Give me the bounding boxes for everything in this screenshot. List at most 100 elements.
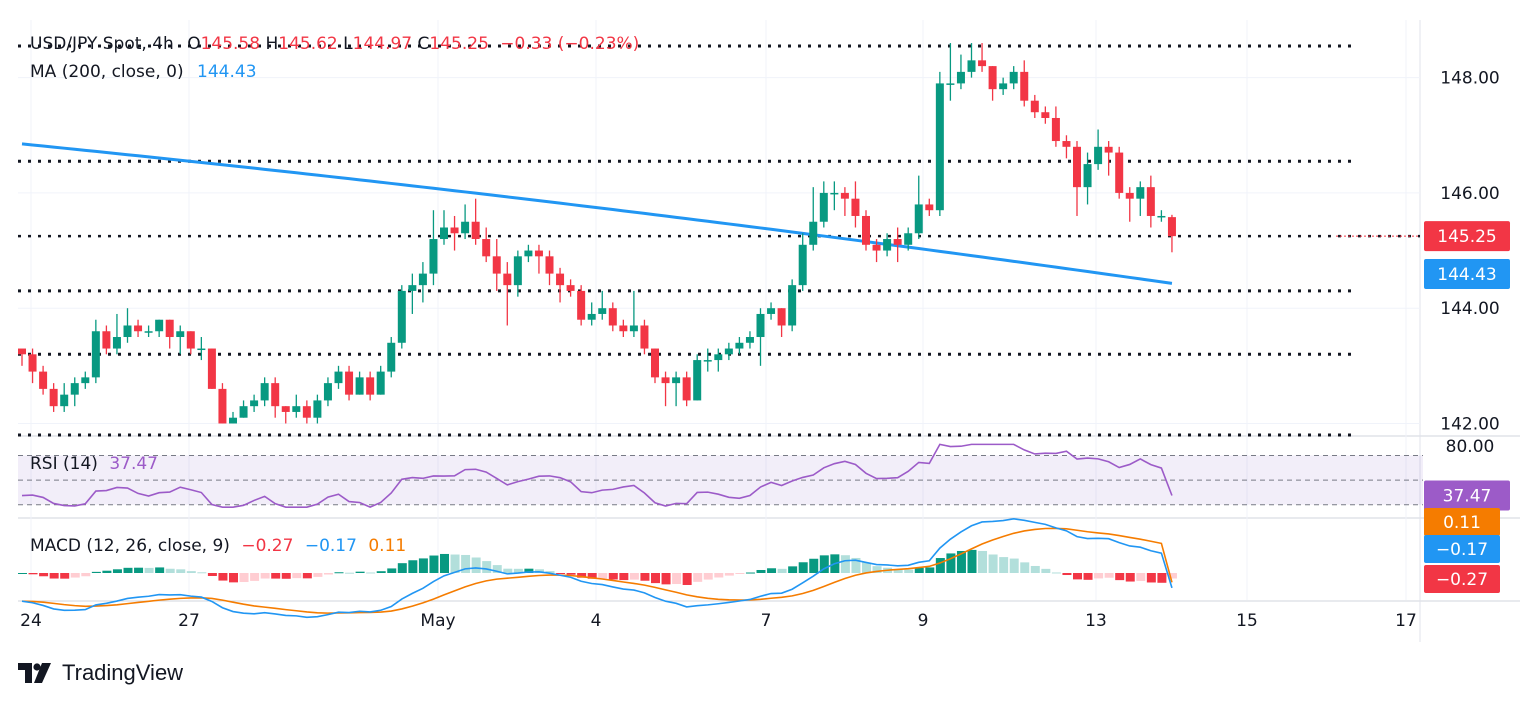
candle bbox=[376, 365, 385, 395]
macd-histogram-bar bbox=[355, 571, 365, 573]
macd-histogram-bar bbox=[1030, 565, 1040, 573]
ma-price-badge: 144.43 bbox=[1437, 265, 1496, 285]
candle bbox=[1146, 175, 1155, 228]
candle-body bbox=[218, 388, 227, 424]
macd-histogram-bar bbox=[862, 562, 871, 573]
macd-histogram-bar bbox=[745, 572, 755, 574]
candle bbox=[661, 371, 670, 407]
candle bbox=[925, 198, 934, 216]
candle bbox=[49, 383, 58, 412]
macd-histogram-bar bbox=[229, 573, 238, 583]
macd-histogram-bar bbox=[461, 554, 471, 573]
macd-histogram-bar bbox=[967, 549, 977, 573]
macd-histogram-bar bbox=[598, 573, 608, 579]
candle bbox=[577, 285, 586, 326]
x-tick-label: 4 bbox=[591, 611, 602, 631]
macd-histogram-bar bbox=[376, 571, 386, 573]
macd-histogram-bar bbox=[661, 573, 671, 585]
candle bbox=[302, 400, 311, 424]
candle-body bbox=[334, 371, 343, 384]
macd-label: MACD (12, 26, close, 9) bbox=[30, 536, 230, 556]
macd-histogram-bar bbox=[207, 573, 217, 577]
candle-body bbox=[313, 400, 322, 418]
candle bbox=[250, 394, 259, 412]
candle-body bbox=[292, 406, 301, 412]
candle-body bbox=[862, 215, 870, 245]
candle-body bbox=[661, 377, 670, 384]
candle bbox=[408, 273, 417, 314]
candle-body bbox=[60, 394, 69, 407]
candle-body bbox=[682, 377, 691, 401]
candle-body bbox=[693, 360, 702, 401]
candle-body bbox=[967, 60, 976, 72]
macd-histogram-bar bbox=[281, 573, 291, 579]
candle-body bbox=[956, 71, 965, 84]
candle-body bbox=[714, 354, 723, 361]
candle bbox=[60, 383, 69, 412]
candle bbox=[914, 175, 923, 240]
candle bbox=[1167, 214, 1176, 253]
candle-body bbox=[524, 250, 533, 257]
ma-200-line bbox=[21, 142, 1173, 285]
candle bbox=[397, 285, 406, 349]
candle bbox=[418, 262, 427, 303]
candle-body bbox=[798, 244, 807, 286]
candle-body bbox=[999, 83, 1008, 90]
macd-histogram-bar bbox=[1009, 558, 1019, 573]
macd-histogram-bar bbox=[366, 572, 376, 574]
candle-body bbox=[883, 239, 892, 251]
macd-histogram-bar bbox=[60, 573, 70, 579]
candle-body bbox=[777, 308, 786, 326]
candle-body bbox=[376, 371, 385, 395]
candle-body bbox=[397, 290, 406, 343]
candle bbox=[935, 71, 944, 216]
macd-histogram-bar bbox=[1136, 573, 1146, 582]
candle bbox=[482, 227, 491, 263]
candle-body bbox=[39, 371, 48, 389]
macd-histogram-bar bbox=[1167, 573, 1177, 579]
macd-histogram-bar bbox=[70, 573, 80, 578]
candle-body bbox=[429, 239, 438, 274]
candle bbox=[323, 377, 332, 407]
macd-histogram-bar bbox=[323, 573, 333, 575]
candle-body bbox=[830, 192, 839, 195]
macd-histogram-bar bbox=[893, 569, 903, 573]
candle bbox=[1083, 152, 1092, 205]
candle bbox=[724, 342, 733, 361]
macd-histogram-bar bbox=[418, 558, 428, 573]
macd-histogram-bar bbox=[102, 570, 112, 573]
candle bbox=[545, 250, 554, 286]
candle-body bbox=[366, 377, 375, 395]
macd-histogram-bar bbox=[524, 568, 534, 573]
macd-histogram-bar bbox=[978, 550, 988, 573]
macd-histogram-bar bbox=[914, 567, 924, 573]
candle bbox=[1125, 187, 1134, 222]
candle bbox=[556, 267, 565, 303]
candle-body bbox=[556, 273, 565, 286]
candle bbox=[524, 244, 533, 263]
y-tick-label: 144.00 bbox=[1440, 299, 1499, 319]
candle-body bbox=[207, 348, 216, 389]
candle bbox=[883, 233, 892, 257]
candle bbox=[165, 319, 174, 349]
candle-body bbox=[767, 308, 776, 314]
candle bbox=[186, 331, 195, 355]
macd-value-badge: −0.27 bbox=[1436, 570, 1488, 590]
candle-body bbox=[482, 239, 491, 257]
tradingview-logo[interactable]: TradingView bbox=[18, 660, 183, 686]
candle-body bbox=[186, 331, 195, 349]
candle-body bbox=[91, 331, 100, 378]
macd-histogram-bar bbox=[872, 566, 882, 573]
candle-body bbox=[345, 371, 354, 395]
candle bbox=[260, 377, 269, 407]
candle-body bbox=[819, 192, 828, 222]
macd-histogram-bar bbox=[735, 573, 745, 574]
candle bbox=[313, 394, 322, 424]
candle-body bbox=[1073, 146, 1081, 188]
candle-body bbox=[123, 325, 132, 338]
high-value: 145.62 bbox=[278, 34, 338, 54]
candle-body bbox=[756, 313, 765, 338]
close-label: C bbox=[417, 34, 430, 54]
candle bbox=[334, 365, 343, 389]
